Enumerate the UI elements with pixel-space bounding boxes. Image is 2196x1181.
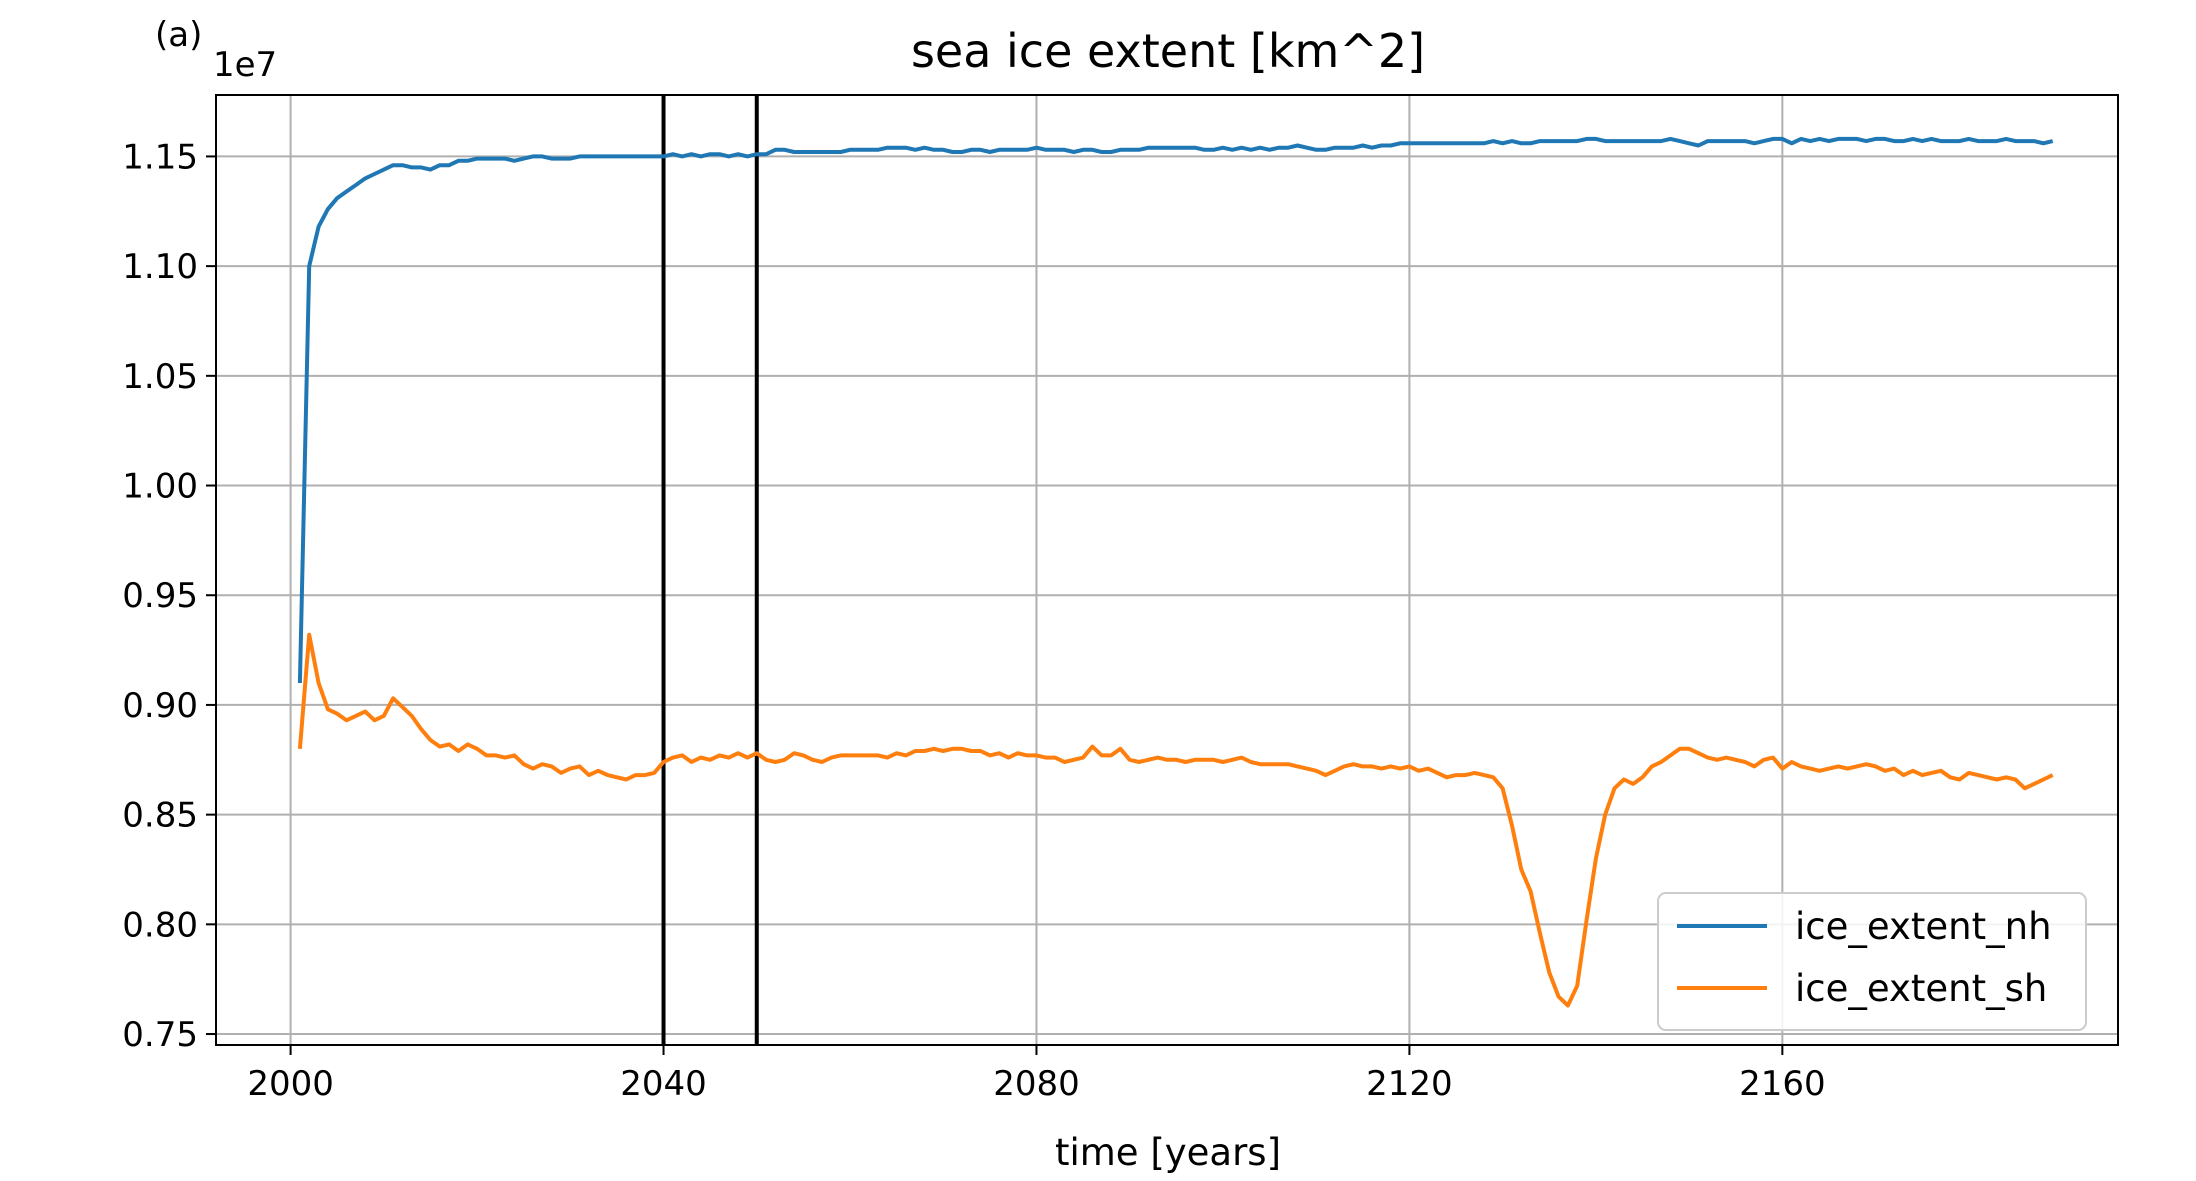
series — [297, 136, 2054, 1008]
y-tick-label: 0.90 — [122, 686, 198, 726]
series-line-ice_extent_nh — [297, 136, 2054, 684]
x-tick-label: 2080 — [993, 1064, 1080, 1104]
y-tick-label: 1.15 — [122, 137, 198, 177]
reference-lines — [661, 95, 759, 1045]
series-line-ice_extent_sh — [297, 632, 2054, 1008]
y-offset-label: 1e7 — [213, 45, 277, 85]
y-tick-label: 0.80 — [122, 905, 198, 945]
legend-label-nh: ice_extent_nh — [1795, 905, 2052, 948]
legend-label-sh: ice_extent_sh — [1795, 967, 2047, 1010]
y-tick-label: 0.75 — [122, 1015, 198, 1055]
x-tick-label: 2000 — [247, 1064, 334, 1104]
axis-ticks: 2000 2040 2080 2120 2160 0.75 0.80 0.85 0.90 0.95… — [122, 137, 1825, 1104]
legend: ice_extent_nh ice_extent_sh — [1657, 892, 2087, 1031]
plot-frame — [215, 94, 2119, 1046]
x-tick-label: 2040 — [620, 1064, 707, 1104]
grid — [216, 95, 2118, 1045]
panel-label: (a) — [155, 15, 202, 55]
y-tick-label: 0.95 — [122, 576, 198, 616]
y-tick-label: 1.10 — [122, 247, 198, 287]
y-tick-label: 1.05 — [122, 357, 198, 397]
x-tick-label: 2160 — [1739, 1064, 1826, 1104]
y-tick-label: 1.00 — [122, 467, 198, 507]
x-axis-title: time [years] — [1055, 1131, 1281, 1174]
y-tick-label: 0.85 — [122, 796, 198, 836]
x-tick-label: 2120 — [1366, 1064, 1453, 1104]
chart-title: sea ice extent [km^2] — [911, 24, 1425, 78]
